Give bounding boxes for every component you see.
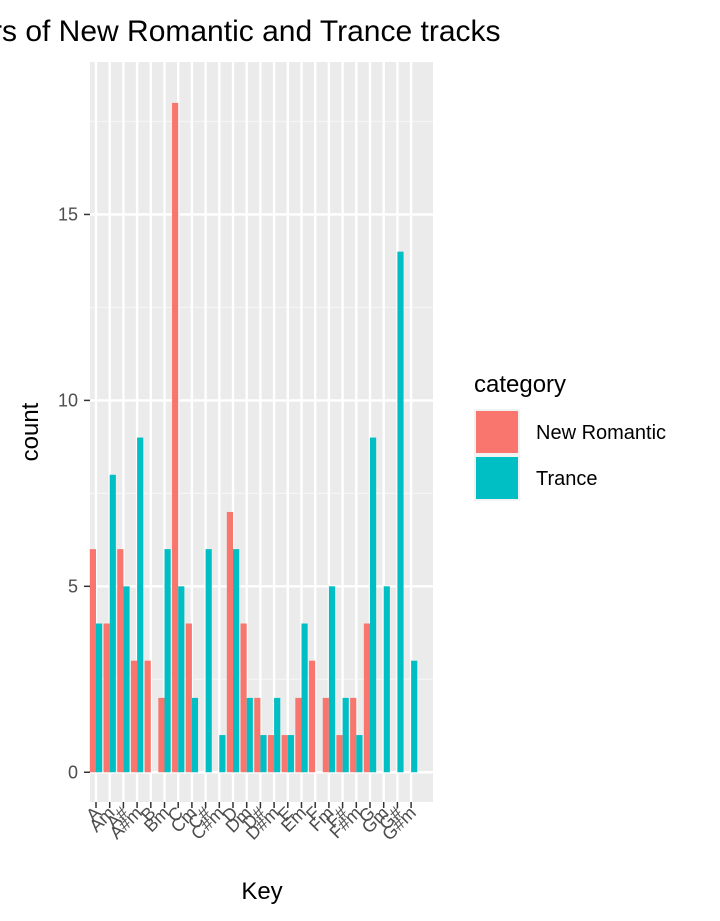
y-tick-label: 5 — [68, 576, 78, 596]
bar-new-romantic — [322, 697, 329, 773]
bar-trance — [397, 251, 404, 773]
bar-trance — [287, 735, 294, 773]
bar-new-romantic — [130, 660, 138, 773]
bar-new-romantic — [117, 549, 124, 773]
y-axis: 0 5 10 15 — [58, 204, 90, 782]
bar-trance — [356, 735, 363, 773]
y-tick-label: 0 — [68, 762, 78, 782]
bar-trance — [178, 586, 185, 773]
bar-trance — [260, 735, 267, 773]
bar-trance — [370, 437, 377, 773]
bar-trance — [191, 697, 199, 773]
bar-new-romantic — [254, 697, 261, 773]
bar-new-romantic — [158, 697, 165, 773]
x-axis-title: Key — [241, 878, 282, 905]
bar-new-romantic — [295, 697, 302, 773]
bar-new-romantic — [267, 735, 275, 773]
bar-new-romantic — [226, 511, 233, 773]
bar-new-romantic — [103, 623, 110, 773]
bar-new-romantic — [309, 660, 316, 773]
legend-label: New Romantic — [536, 422, 666, 444]
bar-trance — [164, 549, 171, 773]
legend-key — [476, 411, 518, 453]
bar-trance — [301, 623, 308, 773]
bar-new-romantic — [336, 735, 343, 773]
bar-new-romantic — [172, 102, 179, 773]
legend-key — [476, 457, 518, 499]
y-tick-label: 10 — [58, 390, 78, 410]
bar-trance — [342, 697, 349, 773]
bar-new-romantic — [350, 697, 357, 773]
bar-trance — [411, 660, 418, 773]
bar-trance — [219, 735, 226, 773]
bar-new-romantic — [240, 623, 247, 773]
bar-new-romantic — [89, 549, 96, 773]
bar-trance — [123, 586, 130, 773]
y-tick-label: 15 — [58, 204, 78, 224]
bar-new-romantic — [281, 735, 288, 773]
bar-trance — [246, 697, 253, 773]
y-axis-title: count — [17, 402, 44, 461]
bar-trance — [383, 586, 390, 773]
bar-trance — [274, 697, 281, 773]
x-axis: AAmA#A#mBBmCCmC#C#mDDmD#D#mEEmFFmF#F#mGG… — [82, 802, 420, 844]
bar-trance — [109, 474, 116, 773]
legend-title: category — [474, 371, 566, 398]
bar-new-romantic — [185, 623, 192, 773]
bar-trance — [96, 623, 103, 773]
bar-trance — [137, 437, 144, 773]
bar-trance — [233, 549, 240, 773]
bar-trance — [328, 586, 336, 773]
legend-label: Trance — [536, 468, 598, 490]
legend: category New Romantic Trance — [474, 371, 666, 501]
bars — [89, 102, 418, 773]
bar-new-romantic — [363, 623, 370, 773]
bar-new-romantic — [144, 660, 151, 773]
chart-title: rs of New Romantic and Trance tracks — [0, 15, 501, 48]
bar-trance — [205, 549, 212, 773]
